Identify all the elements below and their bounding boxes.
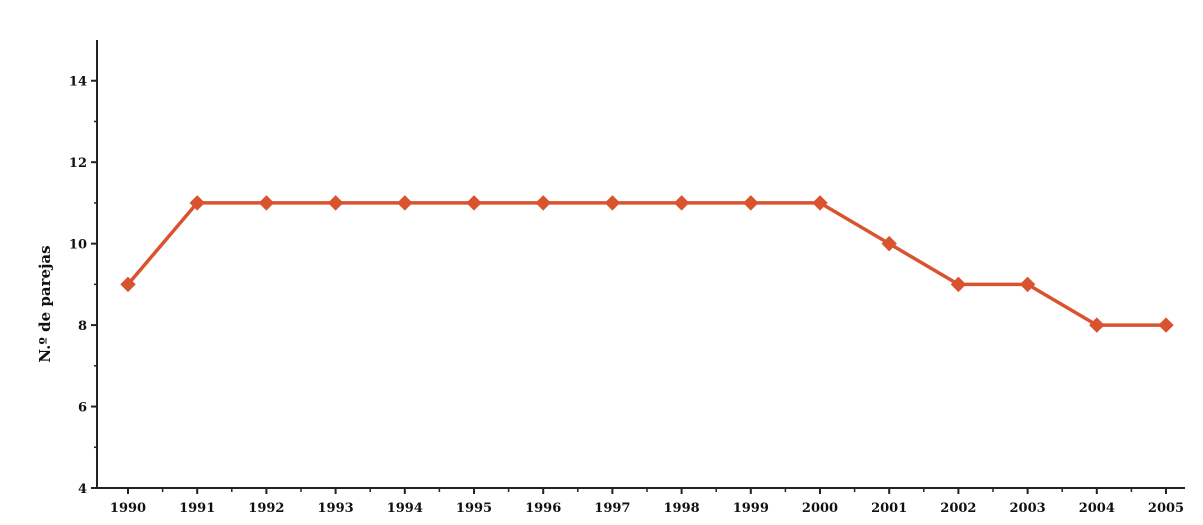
x-tick-label: 2002 xyxy=(940,501,976,516)
x-ticks: 1990 1991 1992 1993 1994 1995 1996 1997 1998 1999… xyxy=(110,488,1184,516)
x-tick-label: 1993 xyxy=(318,501,354,516)
data-point xyxy=(466,195,482,211)
x-tick-label: 1994 xyxy=(387,501,423,516)
data-point xyxy=(1089,317,1105,333)
data-point xyxy=(604,195,621,211)
series xyxy=(120,195,1174,333)
data-point xyxy=(535,195,551,211)
x-tick-label: 1992 xyxy=(248,501,284,516)
data-point xyxy=(258,195,275,211)
y-tick-label: 4 xyxy=(78,482,87,497)
data-point xyxy=(120,276,136,293)
data-point xyxy=(327,195,344,211)
data-point xyxy=(1158,317,1174,333)
data-point xyxy=(189,195,205,211)
y-tick-label: 10 xyxy=(69,238,87,253)
series-line xyxy=(126,201,1166,327)
y-tick-label: 6 xyxy=(78,401,87,416)
data-point xyxy=(881,235,897,252)
x-tick-label: 2005 xyxy=(1148,501,1184,516)
x-tick-label: 1999 xyxy=(733,501,769,516)
y-axis-label: N.º de parejas xyxy=(36,245,54,362)
data-point xyxy=(812,195,828,211)
x-tick-label: 1997 xyxy=(594,501,630,516)
axes xyxy=(96,40,1185,489)
x-tick-label: 1996 xyxy=(525,501,561,516)
x-tick-label: 1998 xyxy=(664,501,700,516)
x-tick-label: 2000 xyxy=(802,501,838,516)
x-tick-label: 2004 xyxy=(1079,501,1115,516)
x-tick-label: 2003 xyxy=(1010,501,1046,516)
y-tick-label: 14 xyxy=(69,75,87,90)
y-ticks: 4 6 8 10 12 14 xyxy=(69,75,97,497)
data-point xyxy=(950,276,967,293)
x-tick-label: 2001 xyxy=(871,501,907,516)
x-tick-label: 1995 xyxy=(456,501,492,516)
data-point xyxy=(673,195,690,211)
x-tick-label: 1990 xyxy=(110,501,146,516)
y-tick-label: 12 xyxy=(69,156,87,171)
data-point xyxy=(397,195,413,211)
x-tick-label: 1991 xyxy=(179,501,215,516)
y-tick-label: 8 xyxy=(78,319,87,334)
data-point xyxy=(743,195,759,211)
data-point xyxy=(1019,276,1036,293)
